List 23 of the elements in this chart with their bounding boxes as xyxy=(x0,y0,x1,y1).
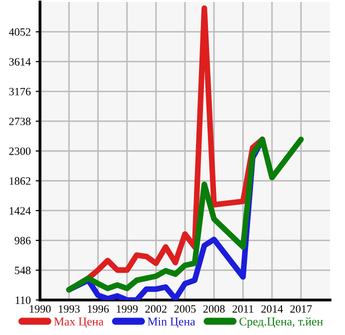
y-tick-label: 1862 xyxy=(10,177,30,185)
y-tick-label: 2300 xyxy=(9,147,31,155)
x-tick-label: 1990 xyxy=(30,305,51,313)
x-tick-label: 2014 xyxy=(261,305,283,313)
x-tick-label: 1993 xyxy=(58,305,80,313)
y-tick-label: 3176 xyxy=(9,88,31,96)
y-tick-label: 986 xyxy=(14,236,31,244)
y-tick-label: 3614 xyxy=(9,58,31,66)
x-tick-label: 2008 xyxy=(203,305,225,313)
legend-label: Max Цена xyxy=(54,318,104,328)
legend-label: Min Цена xyxy=(148,318,196,328)
x-tick-label: 1996 xyxy=(88,305,109,313)
y-tick-label: 1424 xyxy=(10,207,31,214)
y-tick-label: 548 xyxy=(14,266,31,274)
y-tick-label: 2738 xyxy=(9,118,31,126)
legend-label: Сред.Цена, т.йен xyxy=(239,317,323,328)
x-tick-label: 2002 xyxy=(145,305,166,313)
x-tick-label: 1999 xyxy=(116,305,138,313)
x-tick-label: 2005 xyxy=(174,305,196,313)
x-tick-label: 2011 xyxy=(232,305,254,313)
y-tick-label: 110 xyxy=(16,296,31,304)
x-tick-label: 2017 xyxy=(290,305,312,313)
y-tick-label: 4052 xyxy=(8,28,30,36)
